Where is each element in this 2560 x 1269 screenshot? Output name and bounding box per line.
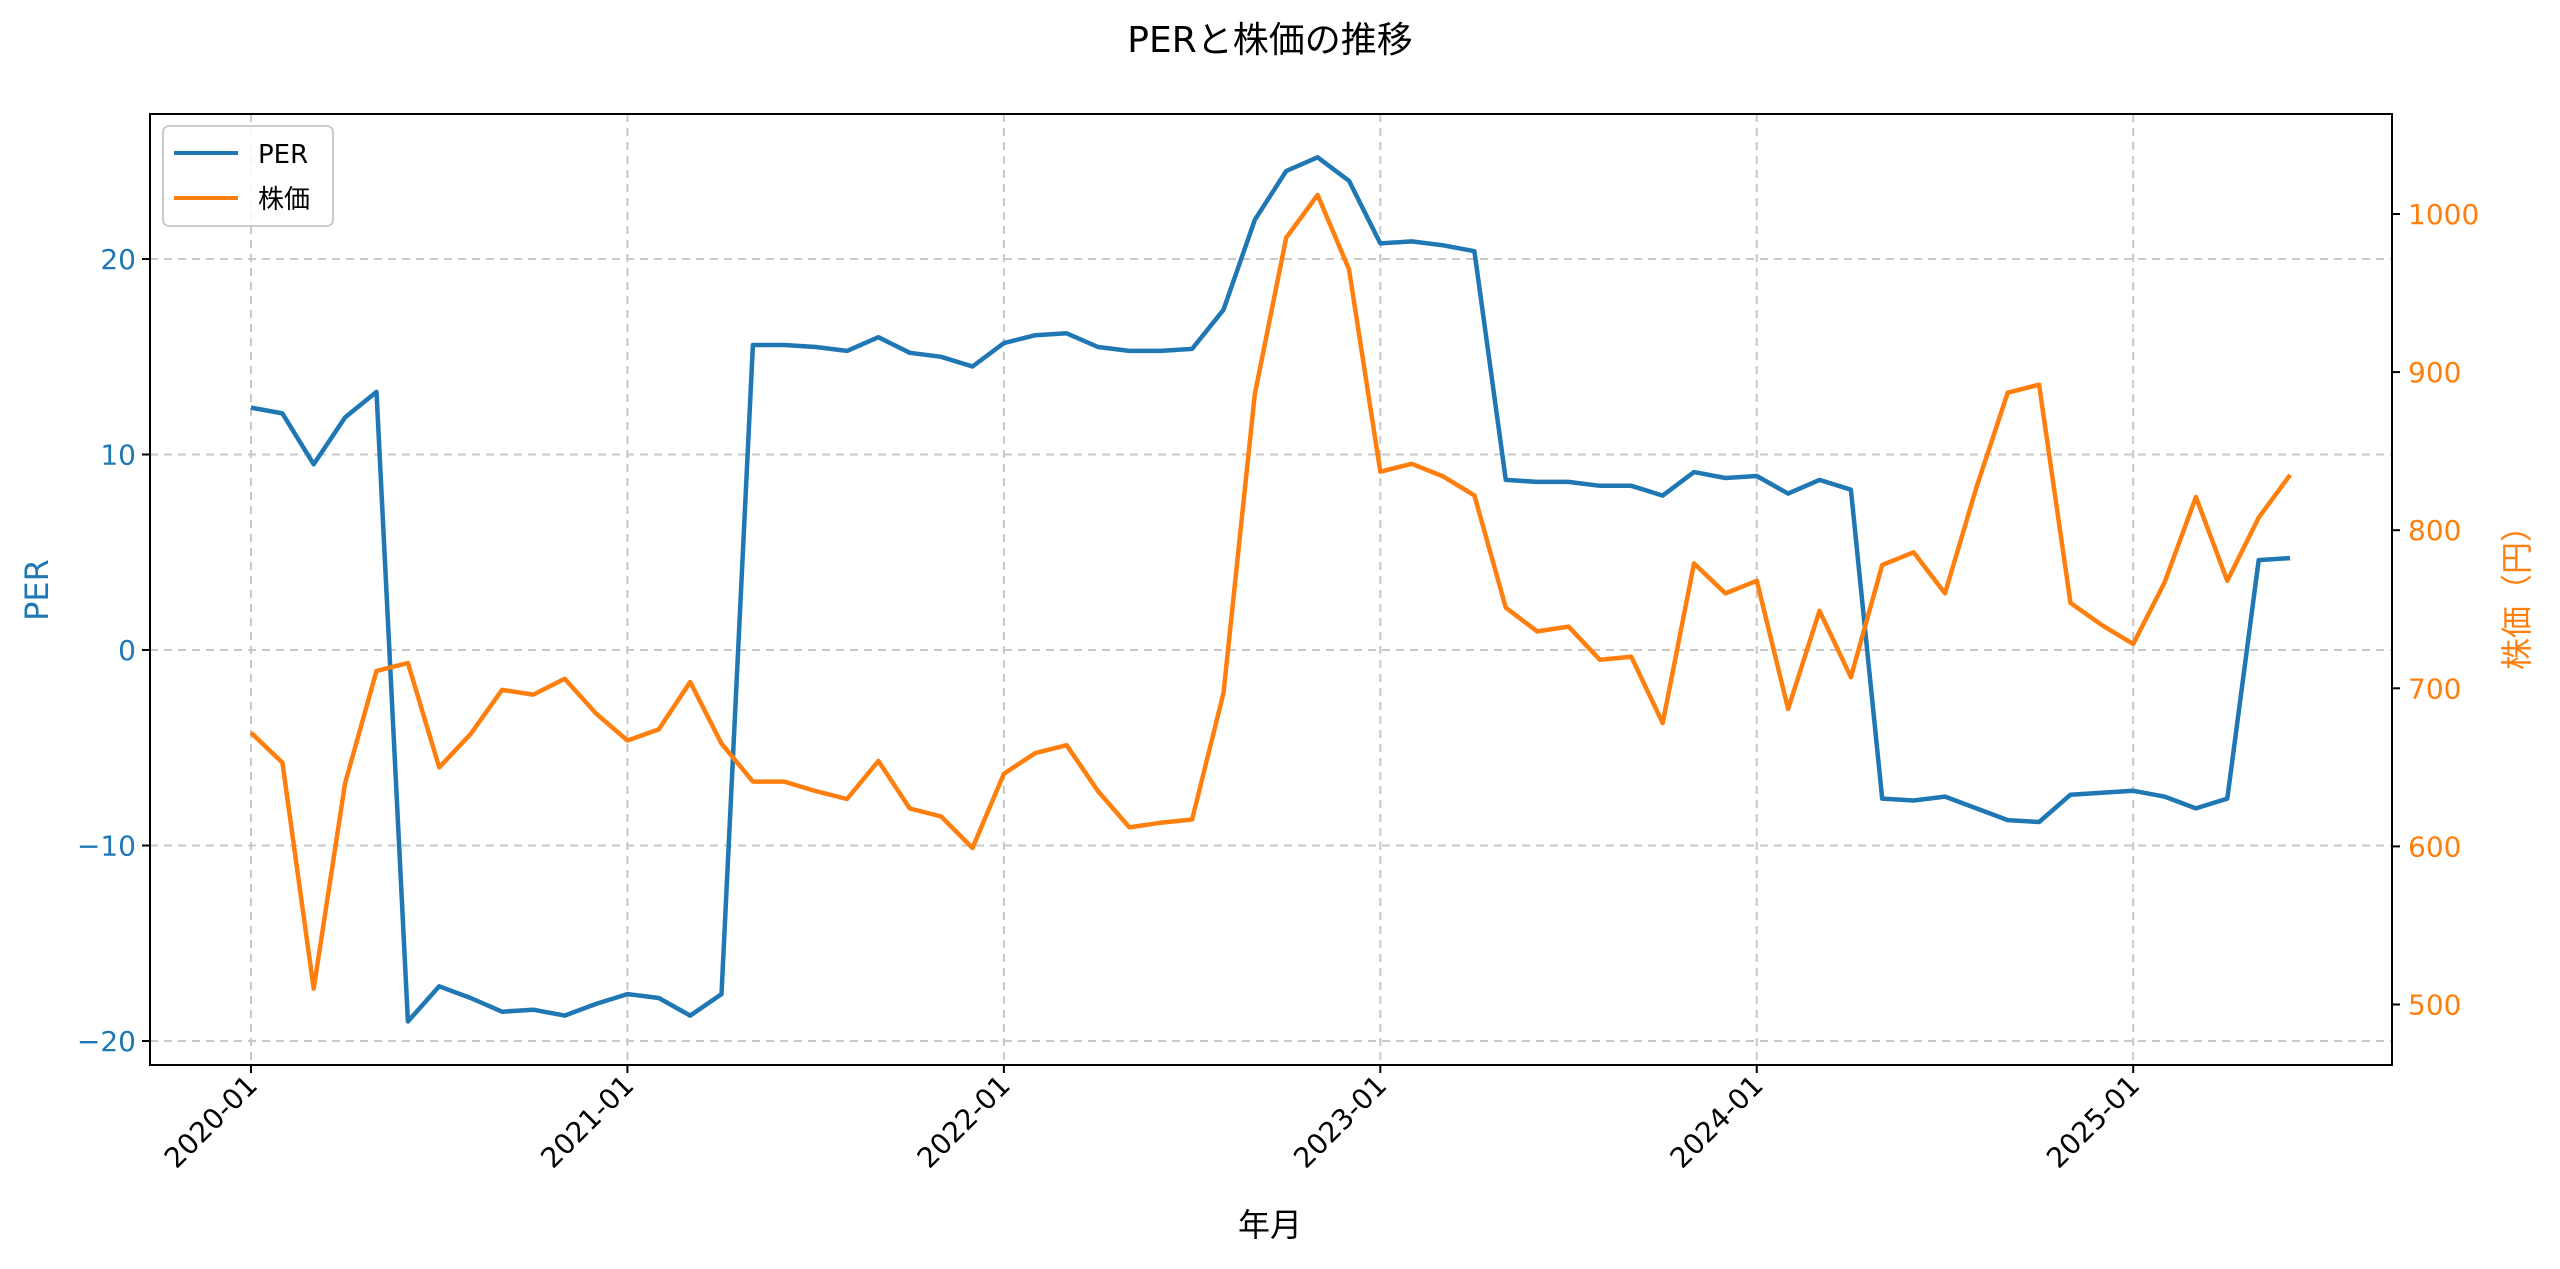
y-tick-label-left: 0 — [118, 634, 136, 667]
x-tick-label: 2020-01 — [158, 1069, 264, 1175]
price-line — [249, 192, 2292, 991]
y-tick-label-right: 600 — [2408, 830, 2461, 863]
y-tick-label-right: 1000 — [2408, 198, 2479, 231]
y-tick-label-left: 10 — [100, 439, 136, 472]
x-tick-label: 2025-01 — [2040, 1069, 2146, 1175]
legend: PER 株価 — [162, 125, 334, 227]
legend-price-label: 株価 — [258, 185, 310, 215]
plot-area-frame — [149, 113, 2393, 1066]
y-tick-label-right: 800 — [2408, 514, 2461, 547]
x-tick-label: 2023-01 — [1287, 1069, 1393, 1175]
y-tick-label-left: −10 — [77, 830, 136, 863]
right-y-axis-ticks: 500 600 700 800 900 1000 — [2392, 198, 2479, 1022]
series-lines — [249, 155, 2292, 1024]
per-line — [250, 155, 2291, 1024]
x-tick-label: 2022-01 — [911, 1069, 1017, 1175]
x-axis-ticks: 2020-01 2021-01 2022-01 2023-01 2024-01 2025-… — [158, 1065, 2146, 1175]
y-axis-label-right: 株価（円） — [2498, 510, 2536, 670]
y-tick-label-left: −20 — [77, 1025, 136, 1058]
x-tick-label: 2021-01 — [534, 1069, 640, 1175]
legend-per-label: PER — [258, 140, 308, 170]
y-axis-label-left: PER — [18, 559, 56, 621]
left-y-axis-ticks: −20 −10 0 10 20 — [77, 243, 150, 1058]
y-tick-label-left: 20 — [100, 243, 136, 276]
y-tick-label-right: 900 — [2408, 356, 2461, 389]
x-axis-label: 年月 — [1238, 1206, 1302, 1244]
chart-title: PERと株価の推移 — [1127, 20, 1412, 61]
y-tick-label-right: 700 — [2408, 672, 2461, 705]
x-tick-label: 2024-01 — [1664, 1069, 1770, 1175]
grid-lines — [150, 114, 2392, 1065]
y-tick-label-right: 500 — [2408, 989, 2461, 1022]
